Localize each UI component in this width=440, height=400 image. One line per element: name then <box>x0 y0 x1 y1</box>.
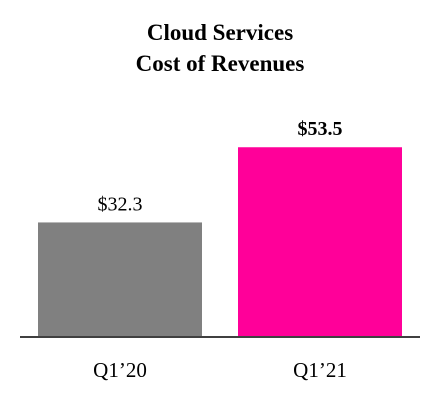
data-label-1: $32.3 <box>98 193 143 215</box>
x-tick-label-2: Q1’21 <box>293 358 347 382</box>
bar-2 <box>238 147 402 337</box>
x-tick-label-1: Q1’20 <box>93 358 147 382</box>
chart-title-line-1: Cloud Services <box>146 20 294 45</box>
bar-1 <box>38 222 202 337</box>
data-label-2: $53.5 <box>298 118 343 140</box>
chart-title-line-2: Cost of Revenues <box>135 51 305 76</box>
chart-title: Cloud Services Cost of Revenues <box>0 17 440 79</box>
